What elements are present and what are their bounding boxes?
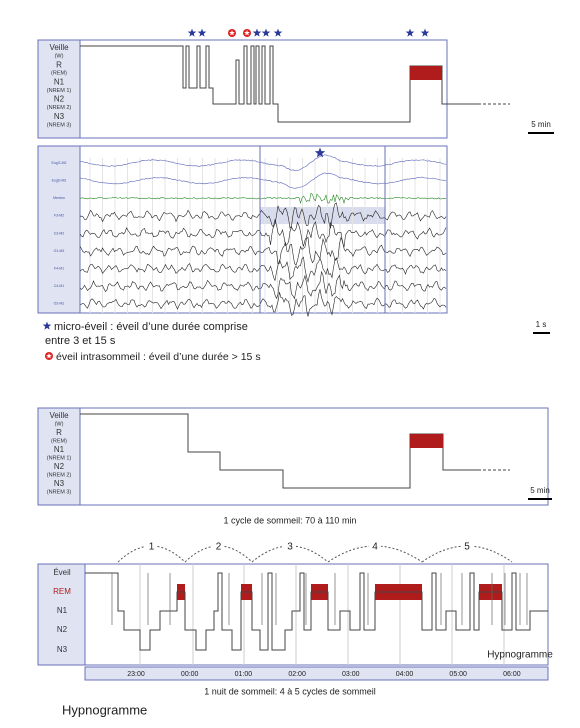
cycle-arc bbox=[327, 545, 423, 563]
cycle-number-bg bbox=[461, 540, 473, 552]
stage-name: Éveil bbox=[53, 568, 71, 577]
stage-code: (W) bbox=[55, 421, 64, 427]
legend-text: entre 3 et 15 s bbox=[45, 335, 116, 347]
stage-label-box bbox=[37, 407, 81, 506]
stage-name: REM bbox=[53, 587, 71, 596]
micro-arousal-star bbox=[273, 28, 283, 37]
stage-name: N2 bbox=[54, 95, 65, 104]
stage-code: (NREM 1) bbox=[47, 88, 72, 94]
time-label: 00:00 bbox=[181, 671, 199, 678]
time-label: 06:00 bbox=[503, 671, 521, 678]
legend-icons bbox=[42, 321, 53, 360]
channel-label-box bbox=[37, 145, 81, 314]
cycle-number-bg bbox=[212, 540, 225, 552]
cycle-number-bg bbox=[145, 540, 158, 552]
stage-name: N1 bbox=[57, 606, 68, 615]
time-axis bbox=[84, 666, 549, 681]
eeg-frame bbox=[79, 145, 448, 314]
micro-arousal-star bbox=[405, 28, 415, 37]
arousal-markers bbox=[187, 28, 430, 37]
stage-name: Veille bbox=[49, 411, 69, 420]
stage-name: N3 bbox=[57, 645, 68, 654]
cycle-arc bbox=[251, 545, 329, 563]
stage-name: N1 bbox=[54, 445, 65, 454]
channel-label: Menton bbox=[53, 196, 65, 200]
cycle-number: 4 bbox=[372, 542, 378, 553]
channel-label: O1-M2 bbox=[54, 249, 65, 253]
hypnogram-frame bbox=[84, 563, 549, 666]
time-label: 05:00 bbox=[449, 671, 467, 678]
stage-name: N2 bbox=[54, 462, 65, 471]
cycle-number: 1 bbox=[149, 542, 155, 553]
micro-arousal-star bbox=[42, 321, 52, 330]
rem-block bbox=[410, 434, 443, 448]
micro-arousal-star bbox=[197, 28, 207, 37]
micro-arousal-star bbox=[420, 28, 430, 37]
stage-code: (NREM 1) bbox=[47, 455, 72, 461]
stage-code: (NREM 2) bbox=[47, 472, 72, 478]
stage-name: R bbox=[56, 428, 62, 437]
hypnogram-label: Hypnogramme bbox=[487, 650, 553, 661]
cycle-number-bg bbox=[284, 540, 296, 552]
channel-label: EogG-M2 bbox=[52, 161, 67, 165]
footer-title: Hypnogramme bbox=[62, 702, 147, 717]
caption: 1 nuit de sommeil: 4 à 5 cycles de somme… bbox=[204, 686, 376, 696]
channel-label: C4-M1 bbox=[54, 284, 65, 288]
hypnogram-line bbox=[80, 45, 478, 123]
stage-code: (NREM 3) bbox=[47, 489, 72, 495]
rem-block bbox=[410, 66, 442, 80]
hypnogram-frame bbox=[79, 39, 448, 139]
awakening-marker bbox=[244, 30, 250, 36]
stage-name: N2 bbox=[57, 625, 68, 634]
stage-label-box bbox=[37, 563, 86, 666]
time-label: 03:00 bbox=[342, 671, 360, 678]
hypnogram-line bbox=[85, 572, 548, 651]
micro-arousal-star bbox=[252, 28, 262, 37]
stage-name: R bbox=[56, 60, 62, 69]
cycle-number: 3 bbox=[287, 542, 293, 553]
stage-name: N3 bbox=[54, 112, 65, 121]
hypnogram-frame bbox=[79, 407, 549, 506]
highlight-band bbox=[260, 207, 385, 224]
eeg-traces: EogG-M2 EogD-M2 Menton F3-M2 C3-M2 O1-M2 F4-M1… bbox=[52, 147, 447, 317]
cycle-number: 5 bbox=[464, 542, 470, 553]
caption: 1 cycle de sommeil: 70 à 110 min bbox=[224, 515, 357, 525]
stage-code: (NREM 3) bbox=[47, 122, 72, 128]
scale-label: 5 min bbox=[531, 120, 551, 129]
channel-label: C3-M2 bbox=[54, 231, 65, 235]
channel-label: F4-M1 bbox=[54, 267, 64, 271]
channel-label: O2-M1 bbox=[54, 302, 65, 306]
night-hypnogram bbox=[85, 564, 548, 665]
time-label: 23:00 bbox=[127, 671, 145, 678]
scale-label: 5 min bbox=[530, 486, 550, 495]
time-label: 01:00 bbox=[235, 671, 253, 678]
time-label: 04:00 bbox=[396, 671, 414, 678]
stage-code: (REM) bbox=[51, 71, 67, 77]
micro-arousal-star bbox=[187, 28, 197, 37]
stage-name: N3 bbox=[54, 479, 65, 488]
legend-text: micro-éveil : éveil d’une durée comprise bbox=[54, 321, 248, 333]
channel-label: F3-M2 bbox=[54, 214, 64, 218]
micro-arousal-star bbox=[314, 147, 326, 158]
scale-label: 1 s bbox=[536, 320, 547, 329]
stage-name: Veille bbox=[49, 43, 69, 52]
channel-label: EogD-M2 bbox=[52, 179, 67, 183]
cycle-number-bg bbox=[369, 540, 381, 552]
stage-label-box bbox=[37, 39, 81, 139]
micro-arousal-star bbox=[261, 28, 271, 37]
cycle-arcs: 1 2 3 4 5 bbox=[117, 540, 513, 563]
legend-text: éveil intrasommeil : éveil d’une durée >… bbox=[56, 351, 261, 363]
stage-name: N1 bbox=[54, 78, 65, 87]
stage-code: (W) bbox=[55, 53, 64, 59]
cycle-number: 2 bbox=[216, 542, 222, 553]
awakening-marker bbox=[229, 30, 235, 36]
time-label: 02:00 bbox=[288, 671, 306, 678]
stage-code: (REM) bbox=[51, 438, 67, 444]
awakening-marker bbox=[46, 353, 52, 359]
stage-code: (NREM 2) bbox=[47, 105, 72, 111]
